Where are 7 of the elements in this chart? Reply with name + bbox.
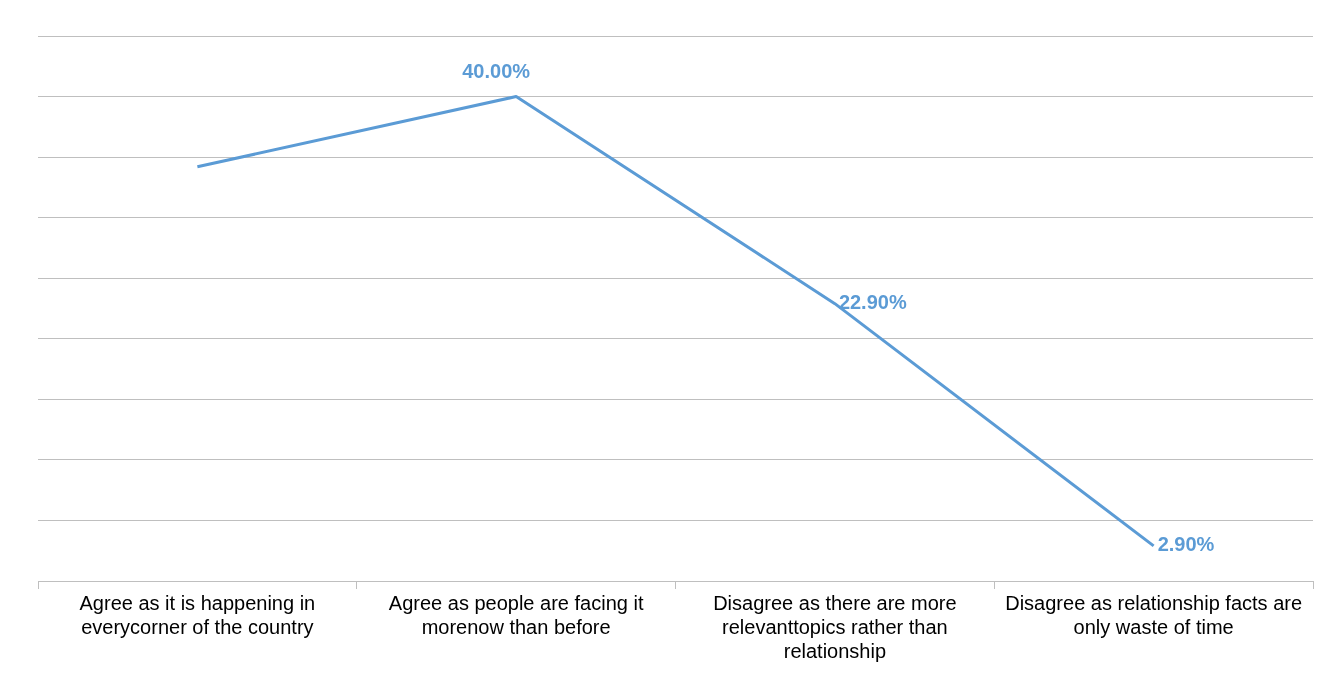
x-tick-label: Disagree as relationship facts are only waste of time [1005, 591, 1303, 638]
x-tick-label: Agree as it is happening in everycorner of the country [79, 591, 316, 638]
x-tick-label: Agree as people are facing it morenow than before [388, 591, 644, 638]
data-label: 22.90% [838, 291, 907, 314]
data-label: 40.00% [462, 60, 531, 83]
data-label: 2.90% [1157, 533, 1215, 556]
x-tick-label: Disagree as there are more relevanttopics rather than relationship [713, 591, 957, 662]
